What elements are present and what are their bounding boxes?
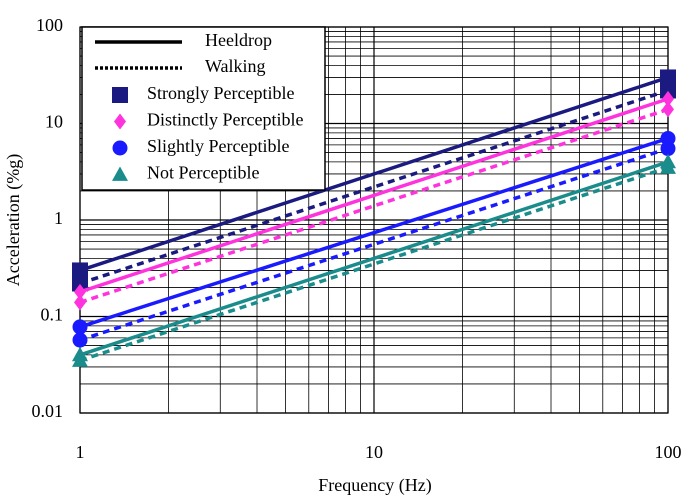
y-tick-label: 100: [36, 15, 63, 35]
legend-marker: [112, 166, 128, 181]
legend-marker: [114, 113, 126, 130]
y-tick-label: 1: [54, 208, 63, 228]
legend-label: Slightly Perceptible: [147, 136, 289, 156]
legend-marker: [112, 87, 128, 103]
y-tick-label: 0.1: [41, 305, 64, 325]
x-tick-label: 1: [76, 442, 85, 462]
marker: [72, 275, 88, 292]
marker: [660, 82, 676, 99]
y-tick-label: 10: [45, 112, 63, 132]
legend-marker: [112, 140, 128, 156]
y-tick-label: 0.01: [32, 401, 64, 421]
marker: [74, 283, 86, 300]
legend-label: Walking: [205, 56, 266, 76]
marker: [662, 90, 674, 107]
y-axis-title: Acceleration (%g): [3, 154, 24, 286]
x-tick-label: 100: [655, 442, 682, 462]
marker: [660, 130, 676, 146]
legend-label: Not Perceptible: [147, 163, 259, 183]
marker: [660, 153, 676, 169]
legend-label: Strongly Perceptible: [147, 83, 294, 103]
marker: [72, 319, 88, 335]
legend-label: Heeldrop: [205, 30, 272, 50]
marker: [74, 294, 86, 311]
marker: [72, 332, 88, 348]
plot-frame: [79, 26, 669, 414]
marker: [72, 262, 88, 279]
marker: [72, 346, 88, 362]
heeldrop-line: [79, 97, 669, 294]
x-tick-label: 10: [365, 442, 383, 462]
legend-label: Distinctly Perceptible: [147, 110, 303, 130]
x-axis-title: Frequency (Hz): [318, 475, 431, 496]
legend: Heeldrop Walking Strongly Perceptible Disti…: [81, 26, 326, 191]
heeldrop-line: [79, 160, 669, 357]
marker: [662, 101, 674, 118]
marker: [660, 69, 676, 86]
heeldrop-line: [79, 136, 669, 329]
heeldrop-line: [79, 75, 669, 273]
legend-box: [81, 26, 326, 191]
